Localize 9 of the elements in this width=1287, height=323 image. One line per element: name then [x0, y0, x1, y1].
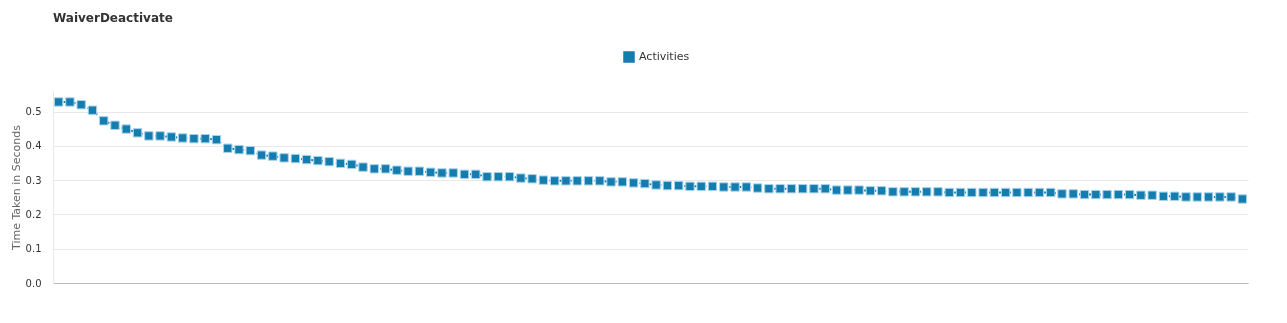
y-axis-title: Time Taken in Seconds	[9, 124, 23, 252]
legend-label: Activities	[639, 50, 690, 63]
y-tick-label: 0.4	[25, 140, 42, 152]
y-tick-label: 0.5	[25, 106, 42, 118]
chart-title: WaiverDeactivate	[53, 11, 173, 25]
y-tick-label: 0.0	[25, 277, 42, 289]
y-tick-label: 0.1	[25, 243, 42, 255]
y-tick-label: 0.2	[25, 208, 42, 220]
y-tick-label: 0.3	[25, 174, 42, 186]
